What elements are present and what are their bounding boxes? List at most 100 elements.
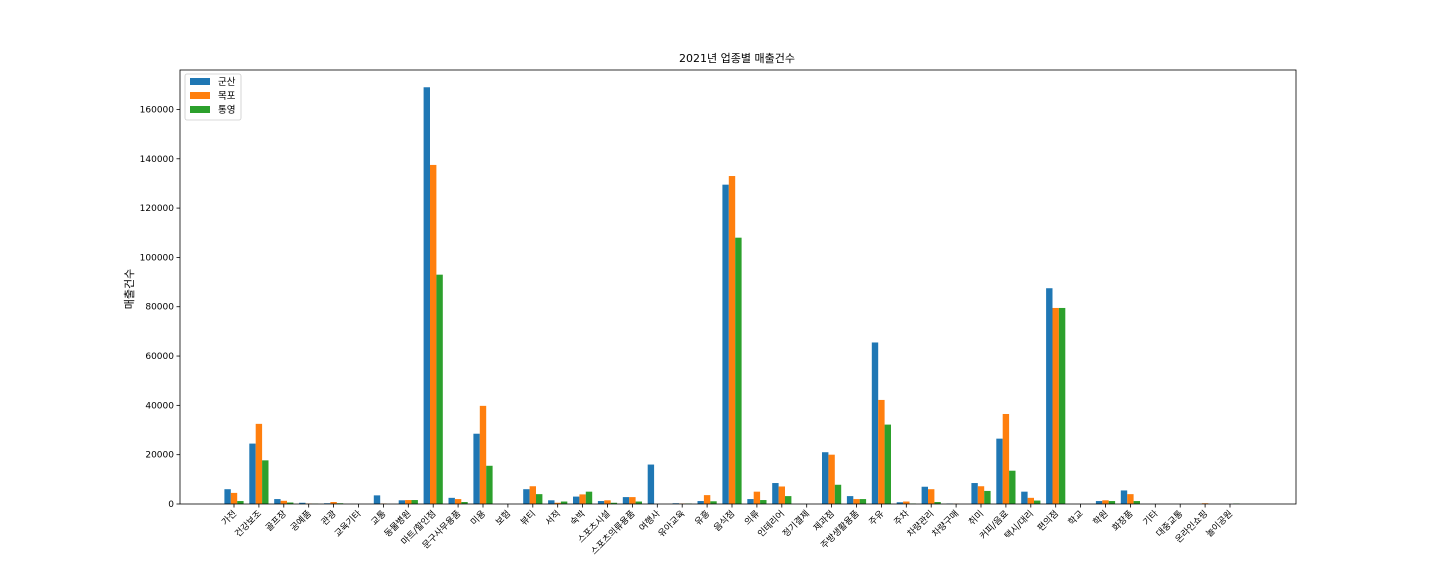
y-tick-label: 0 [168,500,174,510]
bar-통영-스포츠시설 [610,502,618,504]
bar-통영-스포츠의류용품 [635,501,642,504]
bar-통영-의류 [760,500,767,504]
x-tick-label: 교육기타 [332,508,364,540]
bar-목포-관광 [330,502,337,504]
x-tick-label: 편의점 [1035,508,1061,534]
bar-목포-인테리어 [778,486,785,504]
bar-군산-동물병원 [398,500,406,504]
bar-목포-뷰티 [529,486,536,504]
bar-목포-미용 [479,405,487,504]
bar-목포-커피/음료 [1002,413,1010,504]
bar-목포-차량관리 [928,489,935,504]
y-tick-label: 160000 [140,105,175,115]
x-tick-label: 골프장 [264,508,289,533]
bar-군산-차량관리 [921,486,928,504]
bar-목포-주방생활용품 [853,499,860,504]
x-tick-label: 뷰티 [518,508,537,527]
bar-목포-음식점 [728,176,736,504]
bar-통영-커피/음료 [1009,470,1016,504]
x-tick-label: 숙박 [568,508,587,527]
bar-통영-주방생활용품 [859,499,867,504]
bar-목포-스포츠의류용품 [629,497,636,504]
bar-군산-주차 [896,502,904,504]
x-tick-label: 인테리어 [756,508,787,539]
bar-목포-건강보조 [255,423,263,504]
bar-군산-화장품 [1120,490,1128,504]
legend-label-군산: 군산 [218,77,236,88]
legend-swatch-군산 [190,78,210,85]
bar-목포-편의점 [1052,307,1059,504]
y-tick-label: 60000 [145,352,174,362]
bar-목포-문구사무용품 [454,499,462,504]
bar-군산-뷰티 [523,489,530,504]
bar-목포-취미 [977,486,985,504]
x-tick-label: 차량관리 [904,508,936,540]
bar-군산-커피/음료 [996,438,1003,504]
bar-통영-화장품 [1133,501,1140,504]
bar-통영-건강보조 [262,460,269,504]
bar-통영-숙박 [585,491,593,504]
bar-목포-마트/할인점 [430,164,437,504]
bar-군산-가전 [224,489,231,504]
bar-통영-마트/할인점 [436,274,443,504]
y-tick-label: 40000 [145,401,174,411]
chart-title: 2021년 업종별 매출건수 [679,52,795,65]
bar-군산-스포츠의류용품 [622,497,630,504]
bar-통영-문구사무용품 [461,502,468,504]
bar-군산-의류 [747,499,754,504]
y-tick-label: 140000 [140,155,175,165]
bar-목포-스포츠시설 [604,500,611,504]
x-tick-label: 주차 [891,507,912,528]
x-tick-label: 가전 [220,508,239,527]
bar-목포-숙박 [579,494,586,504]
x-tick-label: 주유 [867,508,886,527]
bar-통영-골프장 [287,502,294,504]
bar-군산-스포츠시설 [597,501,605,504]
bar-군산-건강보조 [249,443,256,504]
x-tick-label: 취미 [967,508,986,527]
bar-통영-차량관리 [934,502,941,504]
x-tick-label: 기타 [1141,508,1161,528]
y-tick-label: 100000 [140,253,175,263]
x-tick-label: 유아교육 [656,508,687,539]
x-tick-label: 스포츠의류용품 [589,508,638,557]
x-tick-label: 건강보조 [233,508,264,539]
bar-통영-뷰티 [536,494,543,504]
bar-목포-동물병원 [405,500,412,504]
x-tick-label: 교통 [369,508,388,527]
bar-목포-주유 [878,399,885,504]
bar-군산-마트/할인점 [423,87,430,504]
bar-군산-취미 [971,483,978,504]
legend-swatch-목포 [190,92,210,99]
legend-swatch-통영 [190,106,210,113]
bar-통영-택시/대리 [1034,500,1041,504]
x-tick-label: 학원 [1091,508,1110,527]
bar-군산-주유 [871,342,879,504]
bar-군산-주방생활용품 [846,496,854,504]
y-tick-label: 120000 [140,204,175,214]
bar-목포-골프장 [280,500,287,504]
bar-목포-서적 [554,502,561,504]
bar-통영-미용 [486,465,493,504]
x-tick-label: 정기결제 [781,508,812,539]
x-tick-label: 공예품 [288,508,313,533]
plot-frame [179,69,1297,505]
bar-통영-인테리어 [785,496,792,504]
bar-군산-문구사무용품 [448,497,455,504]
bar-군산-음식점 [722,184,729,504]
bar-군산-공예품 [299,502,306,504]
bar-통영-편의점 [1058,307,1066,504]
legend-label-목포: 목포 [218,91,236,102]
x-tick-label: 화장품 [1110,508,1135,533]
bar-군산-골프장 [274,499,281,504]
bar-통영-유흥 [710,501,717,504]
bar-군산-인테리어 [772,483,779,504]
bar-통영-학원 [1108,501,1116,504]
bar-통영-제과점 [834,484,842,504]
bar-군산-제과점 [822,452,829,504]
bar-목포-가전 [230,492,238,504]
bar-통영-서적 [560,501,568,504]
x-tick-label: 차량구매 [929,508,961,540]
x-tick-label: 놀이공원 [1204,508,1235,539]
